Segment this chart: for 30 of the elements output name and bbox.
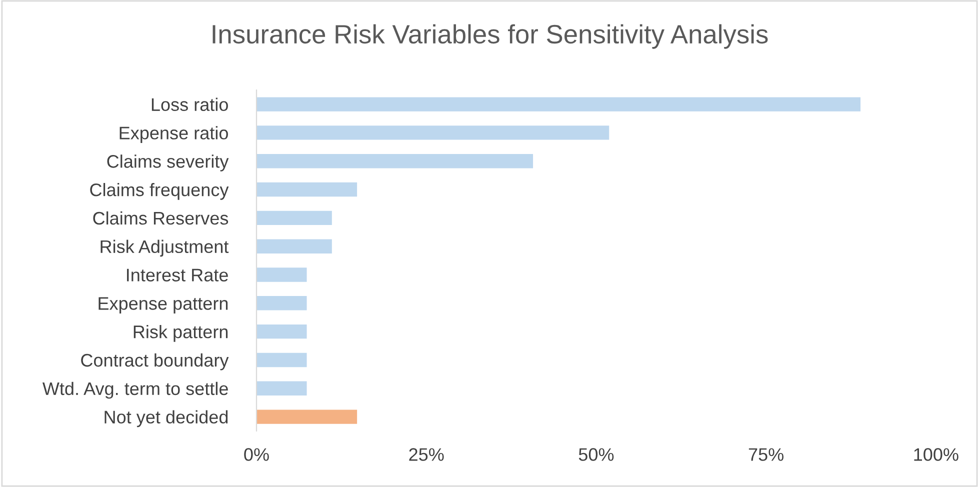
y-tick-label: Wtd. Avg. term to settle	[42, 382, 228, 399]
chart-title: Insurance Risk Variables for Sensitivity Analysis	[212, 24, 768, 49]
x-tick-label: 25%	[409, 448, 444, 461]
y-tick-label: Claims Reserves	[93, 211, 228, 225]
bar	[256, 154, 534, 168]
bar	[256, 381, 307, 396]
bar	[256, 268, 307, 282]
x-tick-label: 50%	[578, 448, 614, 461]
x-tick-label: 100%	[914, 448, 958, 461]
x-tick-label: 75%	[748, 448, 784, 461]
y-tick-label: Loss ratio	[152, 98, 228, 112]
y-tick-label: Not yet decided	[104, 410, 228, 428]
y-tick-label: Contract boundary	[81, 353, 229, 370]
bar	[256, 296, 307, 310]
bar	[256, 410, 358, 424]
y-tick-label: Risk Adjustment	[100, 240, 229, 257]
x-tick-label: 0%	[244, 448, 269, 461]
bar	[256, 210, 332, 226]
bar	[256, 126, 610, 140]
bar	[256, 182, 358, 197]
y-tick-label: Expense ratio	[120, 126, 228, 143]
bar	[256, 97, 861, 112]
bar	[256, 352, 307, 368]
y-tick-label: Interest Rate	[127, 268, 228, 282]
y-tick-label: Expense pattern	[98, 297, 228, 314]
bar	[256, 239, 332, 254]
y-tick-label: Claims frequency	[90, 182, 229, 200]
y-tick-label: Claims severity	[107, 154, 229, 172]
bar	[256, 324, 307, 339]
y-tick-label: Risk pattern	[134, 325, 228, 342]
